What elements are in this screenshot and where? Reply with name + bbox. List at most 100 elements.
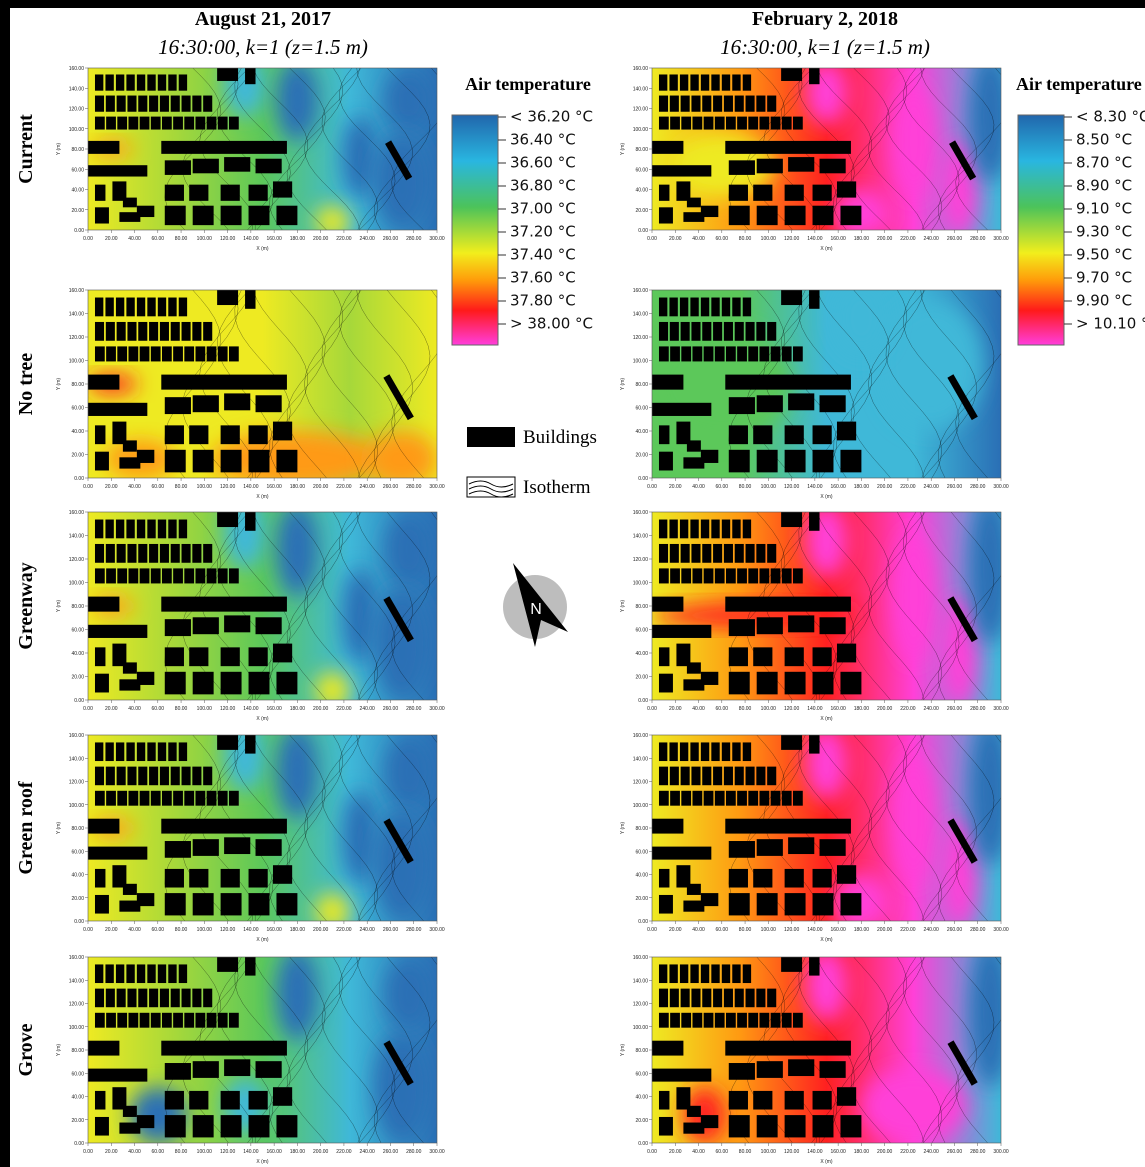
x-tick-label: 60.00 [716,706,729,712]
building [224,157,250,172]
building [702,322,711,341]
building [165,672,186,695]
x-tick-label: 160.00 [830,484,846,490]
x-tick-label: 60.00 [716,236,729,242]
building [161,141,287,154]
building [753,647,772,666]
building [245,68,255,84]
building [785,1115,806,1137]
building [713,544,722,563]
building [95,568,105,583]
building [147,742,155,761]
y-tick-label: 40.00 [71,651,84,657]
temperature-blob [343,568,378,662]
row-label: Current [15,114,37,184]
building [771,117,781,130]
y-tick-label: 20.00 [635,453,648,459]
y-axis-label: Y (m) [56,378,62,390]
building [256,1061,282,1078]
temperature-map: 0.0020.0040.0060.0080.00100.00120.00140.… [620,281,1011,500]
building [137,1115,154,1128]
temperature-map: 0.0020.0040.0060.0080.00100.00120.00140.… [56,716,447,943]
x-tick-label: 0.00 [83,236,93,242]
building [171,989,180,1008]
building [659,74,667,90]
y-tick-label: 60.00 [71,1071,84,1077]
building [147,74,155,90]
building [126,964,134,983]
building [748,791,758,806]
building [724,544,733,563]
building [767,96,776,112]
building [137,893,154,906]
x-tick-label: 40.00 [128,927,141,933]
x-tick-label: 200.00 [313,236,329,242]
building [229,117,239,130]
x-tick-label: 20.00 [669,236,682,242]
x-tick-label: 40.00 [692,236,705,242]
x-tick-label: 160.00 [266,484,282,490]
building [218,791,228,806]
building [711,74,719,90]
x-tick-label: 200.00 [313,484,329,490]
building [756,96,765,112]
x-tick-label: 80.00 [739,706,752,712]
building [218,117,228,130]
building [193,839,219,856]
x-tick-label: 200.00 [877,484,893,490]
building [249,647,268,666]
building [168,964,176,983]
y-tick-label: 160.00 [69,66,85,72]
building [116,520,124,539]
building [224,1059,250,1076]
x-tick-label: 60.00 [152,236,165,242]
x-tick-label: 200.00 [877,927,893,933]
x-tick-label: 40.00 [692,1149,705,1155]
building [704,791,714,806]
legend-label: 37.00 °C [510,200,576,218]
building [711,298,719,317]
x-tick-label: 0.00 [647,1149,657,1155]
x-tick-label: 0.00 [83,927,93,933]
building [748,117,758,130]
building [669,742,677,761]
building [195,1013,205,1028]
building [652,403,711,416]
x-tick-label: 280.00 [406,1149,422,1155]
x-tick-label: 300.00 [993,236,1009,242]
building [670,767,679,786]
x-tick-label: 180.00 [290,484,306,490]
building [149,544,158,563]
building [276,206,297,225]
x-tick-label: 260.00 [383,484,399,490]
building [138,544,147,563]
building [95,742,103,761]
building [729,672,750,695]
y-tick-label: 80.00 [71,1048,84,1054]
building [158,74,166,90]
building [785,185,804,201]
building [184,346,194,361]
building [809,512,819,531]
building [88,819,119,834]
building [735,96,744,112]
building [669,298,677,317]
building [813,1091,832,1110]
building [165,841,191,858]
map-layer [652,52,1011,238]
building [221,672,242,695]
temperature-blob [833,281,889,356]
building [782,117,792,130]
building [203,989,212,1008]
building [117,96,126,112]
building [149,96,158,112]
building [168,742,176,761]
building [184,1013,194,1028]
building [116,964,124,983]
building [217,735,238,750]
building [756,767,765,786]
legend-label: 9.90 °C [1076,292,1132,310]
building [182,989,191,1008]
building [785,893,806,915]
building [171,544,180,563]
